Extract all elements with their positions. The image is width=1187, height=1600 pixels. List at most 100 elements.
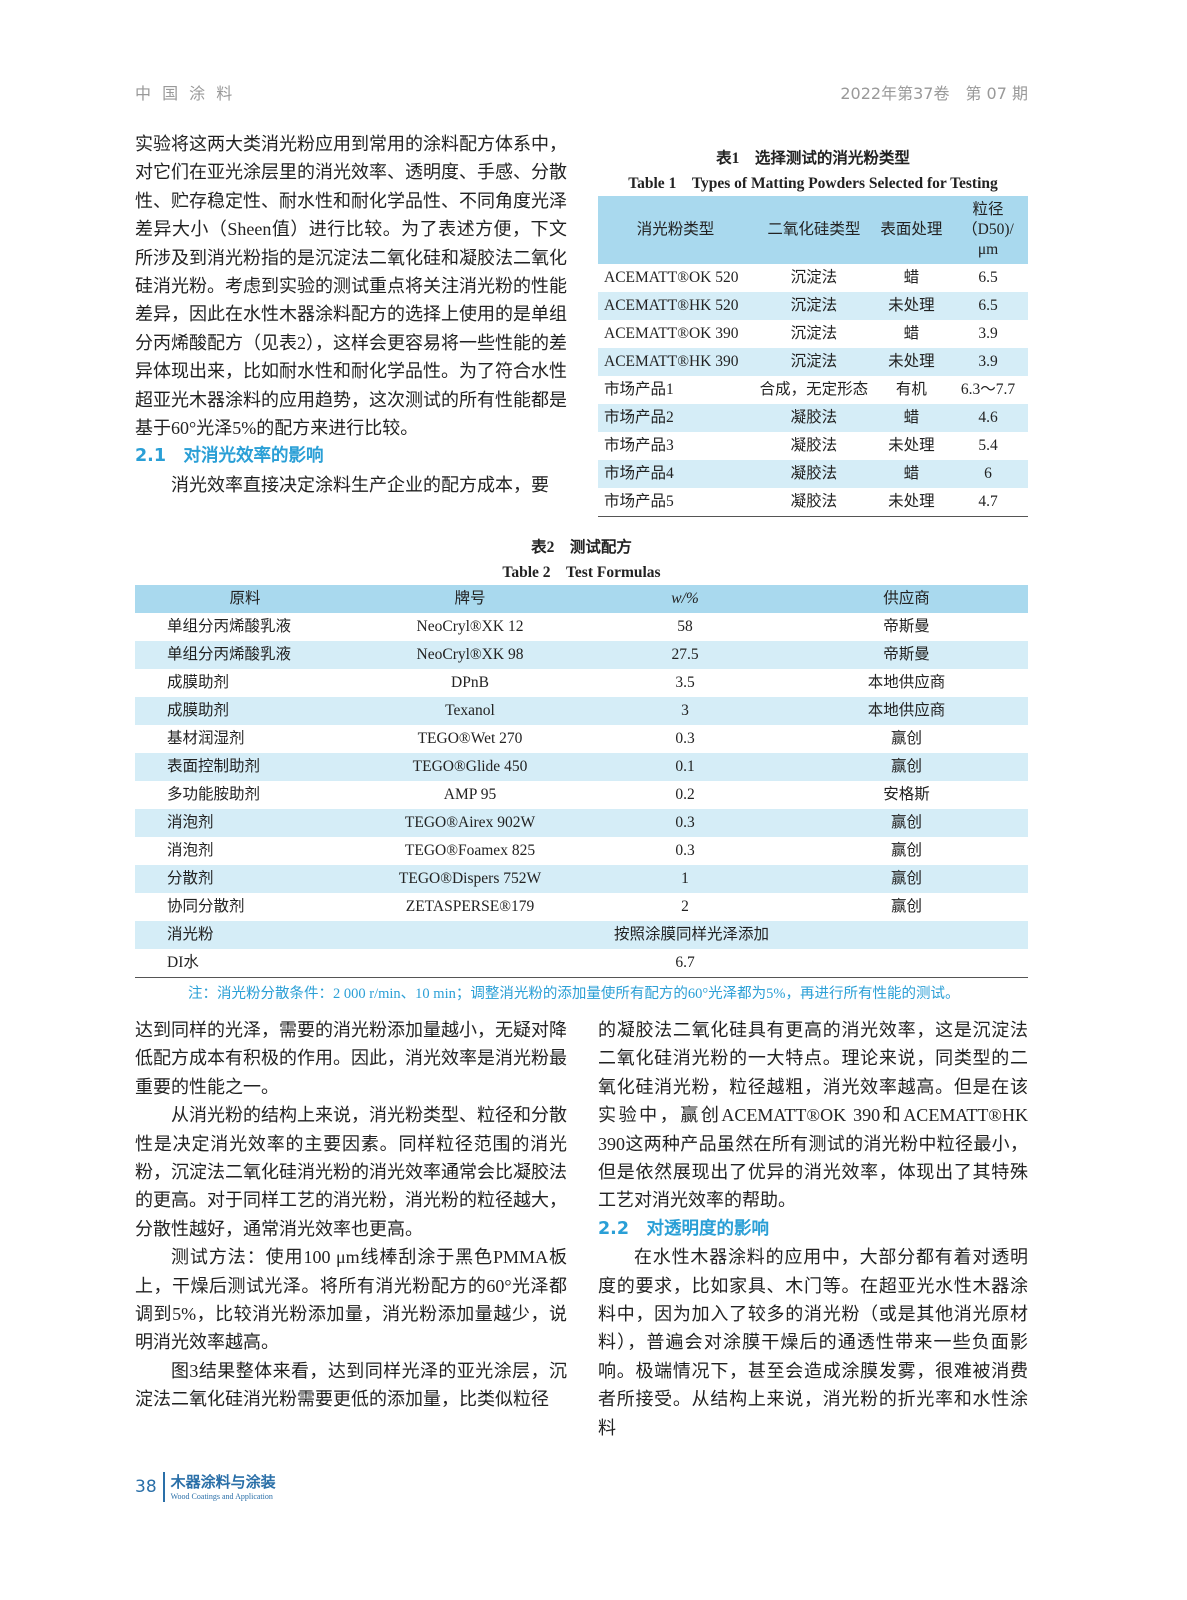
table-cell: 沉淀法 <box>753 348 875 376</box>
table-cell: 6.5 <box>948 292 1028 320</box>
table1-title-en: Table 1 Types of Matting Powders Selecte… <box>628 175 998 192</box>
table-cell: 沉淀法 <box>753 292 875 320</box>
journal-name-cn: 木器涂料与涂装 <box>170 1473 276 1492</box>
table-cell: TEGO®Airex 902W <box>355 809 585 837</box>
table-row: 成膜助剂 Texanol 3 本地供应商 <box>135 697 1028 725</box>
table-cell: NeoCryl®XK 98 <box>355 641 585 669</box>
table-cell: 赢创 <box>890 842 922 859</box>
table-cell: 消光粉 <box>135 921 355 949</box>
table-cell: DPnB <box>451 674 489 691</box>
table-cell: 0.3 <box>675 730 695 747</box>
col-header: 供应商 <box>785 585 1028 613</box>
table-cell: 赢创 <box>890 730 922 747</box>
table-cell: ACEMATT®HK 520 <box>598 292 753 320</box>
journal-header: 中 国 涂 料 <box>135 84 236 103</box>
table-cell: 4.7 <box>978 493 998 510</box>
table2-title-en: Table 2 Test Formulas <box>502 564 661 581</box>
top-section: 实验将这两大类消光粉应用到常用的涂料配方体系中，对它们在亚光涂层里的消光效率、透… <box>135 130 1028 517</box>
paragraph: 的凝胶法二氧化硅具有更高的消光效率，这是沉淀法二氧化硅消光粉的一大特点。理论来说… <box>598 1020 1028 1211</box>
table-cell: 6.7 <box>675 954 695 971</box>
table-cell: 安格斯 <box>883 786 930 803</box>
table-cell: 3.5 <box>675 674 695 691</box>
table-cell: 合成，无定形态 <box>759 381 869 398</box>
table-row: 表面控制助剂 TEGO®Glide 450 0.1 赢创 <box>135 753 1028 781</box>
table2: 原料 牌号 w/% 供应商 单组分丙烯酸乳液 NeoCryl®XK 12 58 帝斯曼 单组分… <box>135 585 1028 978</box>
table-cell: 分散剂 <box>135 865 355 893</box>
table-cell: 市场产品2 <box>598 404 753 432</box>
table1-block: 表1 选择测试的消光粉类型 Table 1 Types of Matting P… <box>598 130 1028 517</box>
table-cell: 消泡剂 <box>135 809 355 837</box>
table-cell: 协同分散剂 <box>167 898 245 915</box>
table-cell: ACEMATT®OK 390 <box>604 325 739 342</box>
table-cell: 凝胶法 <box>790 437 838 454</box>
col-header: w/% <box>585 585 785 613</box>
paragraph: 图3结果整体来看，达到同样光泽的亚光涂层，沉淀法二氧化硅消光粉需要更低的添加量，… <box>135 1360 567 1410</box>
table-cell: ZETASPERSE®179 <box>405 898 535 915</box>
table-cell: 有机 <box>895 381 927 398</box>
table-cell: 成膜助剂 <box>167 674 230 691</box>
paragraph: 从消光粉的结构上来说，消光粉类型、粒径和分散性是决定消光效率的主要因素。同样粒径… <box>135 1105 567 1239</box>
table-cell: 蜡 <box>903 325 920 342</box>
table-cell: AMP 95 <box>443 786 497 803</box>
col-header: 牌号 <box>355 585 585 613</box>
section-heading-2-2: 2.2 对透明度的影响 <box>598 1218 770 1239</box>
paragraph: 消光效率直接决定涂料生产企业的配方成本，要 <box>171 474 549 495</box>
table-cell: 赢创 <box>890 898 922 915</box>
table-cell: 赢创 <box>785 753 1028 781</box>
table-cell: TEGO®Foamex 825 <box>404 842 536 859</box>
table-cell: 帝斯曼 <box>785 641 1028 669</box>
table2-note: 注：消光粉分散条件：2 000 r/min、10 min；调整消光粉的添加量使所… <box>188 986 960 1002</box>
col-header: 原料 <box>135 585 355 613</box>
page-number: 38 <box>135 1477 157 1498</box>
col-header: 表面处理 <box>874 196 948 264</box>
table-row: ACEMATT®OK 520 沉淀法 蜡 6.5 <box>598 264 1028 292</box>
table-cell <box>355 949 585 978</box>
table-cell: 表面控制助剂 <box>135 753 355 781</box>
table-cell: 凝胶法 <box>790 493 838 510</box>
table-cell: 赢创 <box>785 865 1028 893</box>
paragraph: 测试方法：使用100 μm线棒刮涂于黑色PMMA板上，干燥后测试光泽。将所有消光… <box>135 1247 567 1353</box>
footer: 38 木器涂料与涂装 Wood Coatings and Application <box>135 1472 1028 1503</box>
table1: 消光粉类型 二氧化硅类型 表面处理 粒径（D50)/μm ACEMATT®OK 520… <box>598 196 1028 517</box>
table-cell: DI水 <box>167 954 199 971</box>
table-row: 协同分散剂 ZETASPERSE®179 2 赢创 <box>135 893 1028 921</box>
table-cell: 6 <box>948 460 1028 488</box>
table-cell: NeoCryl®XK 12 <box>416 618 524 635</box>
table-row: 消泡剂 TEGO®Foamex 825 0.3 赢创 <box>135 837 1028 865</box>
table-cell: 未处理 <box>874 348 948 376</box>
issue-header: 2022年第37卷 第 07 期 <box>840 84 1028 103</box>
table-row: 市场产品1 合成，无定形态 有机 6.3～7.7 <box>598 376 1028 404</box>
right-column-bottom: 的凝胶法二氧化硅具有更高的消光效率，这是沉淀法二氧化硅消光粉的一大特点。理论来说… <box>598 1016 1028 1442</box>
table-cell: 0.2 <box>675 786 695 803</box>
table-cell: 0.1 <box>585 753 785 781</box>
table-cell: TEGO®Dispers 752W <box>355 865 585 893</box>
col-header: 二氧化硅类型 <box>753 196 875 264</box>
table-row: 消泡剂 TEGO®Airex 902W 0.3 赢创 <box>135 809 1028 837</box>
table-cell: 6.3～7.7 <box>960 381 1016 398</box>
table-row: ACEMATT®HK 390 沉淀法 未处理 3.9 <box>598 348 1028 376</box>
divider <box>162 1472 165 1503</box>
table-cell: 凝胶法 <box>753 404 875 432</box>
table-cell: 蜡 <box>874 404 948 432</box>
table-cell: TEGO®Glide 450 <box>355 753 585 781</box>
table-row: 市场产品4 凝胶法蜡 6 <box>598 460 1028 488</box>
table-row: 基材润湿剂 TEGO®Wet 270 0.3 赢创 <box>135 725 1028 753</box>
paragraph: 实验将这两大类消光粉应用到常用的涂料配方体系中，对它们在亚光涂层里的消光效率、透… <box>135 134 567 439</box>
table-cell: 蜡 <box>874 460 948 488</box>
table-row: 分散剂 TEGO®Dispers 752W 1 赢创 <box>135 865 1028 893</box>
page: 中 国 涂 料 2022年第37卷 第 07 期 实验将这两大类消光粉应用到常用… <box>135 0 1028 1542</box>
table-cell: 未处理 <box>888 437 935 454</box>
table-row: DI水 6.7 <box>135 949 1028 978</box>
table-cell: 未处理 <box>874 292 948 320</box>
table-cell: 消泡剂 <box>167 842 214 859</box>
table-cell: 成膜助剂 <box>135 697 355 725</box>
bottom-section: 达到同样的光泽，需要的消光粉添加量越小，无疑对降低配方成本有积极的作用。因此，消… <box>135 1016 1028 1442</box>
journal-name-en: Wood Coatings and Application <box>170 1492 273 1502</box>
table1-title-cn: 表1 选择测试的消光粉类型 <box>716 150 910 167</box>
table-cell: Texanol <box>355 697 585 725</box>
table-row: 消光粉 按照涂膜同样光泽添加 <box>135 921 1028 949</box>
table-cell: 3.9 <box>948 348 1028 376</box>
table-cell: 0.3 <box>585 809 785 837</box>
table-cell: 1 <box>585 865 785 893</box>
table-cell: 沉淀法 <box>790 269 838 286</box>
